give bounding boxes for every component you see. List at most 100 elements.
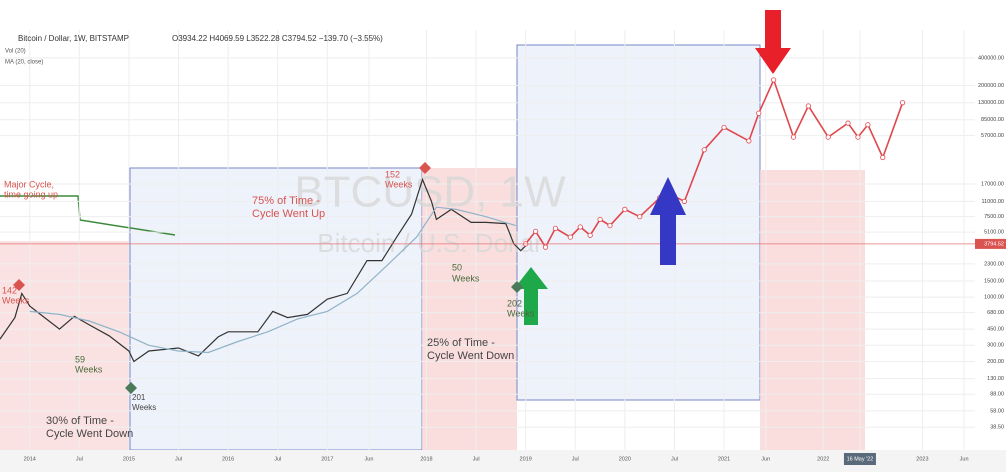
y-tick-label: 450.00: [987, 327, 1004, 333]
annotation: 152: [385, 169, 400, 179]
annotation: 202: [507, 298, 522, 308]
projection-point: [865, 122, 871, 128]
range-box: [422, 168, 517, 450]
x-tick-label: Jul: [572, 456, 579, 462]
projection-point: [880, 154, 886, 161]
projection-point: [771, 77, 777, 83]
annotation: Weeks: [385, 179, 413, 189]
x-tick-label: 2019: [520, 456, 532, 462]
range-box: [516, 44, 761, 401]
annotation: time going up: [4, 189, 58, 199]
time-axis: [0, 450, 1006, 472]
symbol-title: Bitcoin / Dollar, 1W, BITSTAMP: [18, 34, 129, 43]
annotation: 201: [132, 393, 146, 402]
x-tick-label: Jul: [473, 456, 480, 462]
x-tick-label: Jun: [960, 456, 969, 462]
y-tick-label: 400000.00: [978, 55, 1004, 61]
x-tick-label: 2017: [321, 456, 333, 462]
header: Bitcoin / Dollar, 1W, BITSTAMP O3934.22 …: [5, 34, 383, 65]
x-tick-label: 2020: [619, 456, 631, 462]
watermark: Bitcoin / U.S. Dollar: [317, 228, 543, 258]
x-tick-highlight: [843, 453, 876, 465]
projection-point: [805, 103, 811, 109]
y-tick-label: 2300.00: [984, 261, 1004, 267]
grid-layer: [0, 30, 975, 450]
projection-point: [597, 216, 603, 223]
y-tick-label: 130.00: [987, 376, 1004, 382]
projection-point: [855, 134, 861, 140]
x-tick-label: 16 May '22: [847, 456, 874, 462]
annotation: 75% of Time -: [252, 195, 320, 207]
projection-point: [721, 124, 727, 131]
range-box: [760, 170, 865, 450]
blue-arrow: [650, 177, 686, 265]
projection-point: [681, 198, 687, 204]
green-arrow: [514, 267, 548, 325]
y-tick-label: 1500.00: [984, 278, 1004, 284]
annotation: Weeks: [75, 364, 103, 374]
x-tick-label: Jul: [274, 456, 281, 462]
annotation: 25% of Time -: [427, 337, 495, 349]
projection-point: [825, 134, 831, 140]
peak-marker: [419, 162, 431, 174]
series-line: [0, 177, 529, 363]
annotation: Weeks: [507, 308, 535, 318]
y-tick-label: 57000.00: [981, 133, 1004, 139]
projection-point: [899, 100, 906, 106]
x-tick-label: Jun: [365, 456, 374, 462]
marks-layer: BTCUSD, 1W Bitcoin / U.S. Dollar: [0, 77, 975, 363]
projection-point: [746, 138, 752, 144]
annotation: Cycle Went Down: [427, 350, 514, 362]
projection-point: [542, 244, 549, 250]
ohlc: O3934.22 H4069.59 L3522.28 C3794.52 −139…: [172, 34, 383, 43]
x-tick-label: 2016: [222, 456, 234, 462]
x-tick-label: 2021: [718, 456, 730, 462]
projection-point: [622, 206, 628, 212]
projection-point: [533, 228, 539, 234]
x-tick-label: Jul: [76, 456, 83, 462]
annotation: Weeks: [2, 295, 30, 305]
annotation: 30% of Time -: [46, 415, 114, 427]
y-tick-label: 7500.00: [984, 214, 1004, 220]
y-tick-label: 1000.00: [984, 295, 1004, 301]
projection-point: [577, 224, 583, 230]
projection-point: [637, 214, 643, 220]
y-tick-label: 58.00: [990, 408, 1004, 414]
annotation: Weeks: [132, 403, 156, 412]
x-tick-label: 2014: [24, 456, 36, 462]
y-tick-label: 680.00: [987, 310, 1004, 316]
projection-point: [845, 120, 851, 126]
annotation: 50: [452, 262, 462, 272]
y-tick-label: 11000.00: [981, 199, 1004, 205]
annotation: Weeks: [452, 273, 480, 283]
x-tick-label: 2018: [420, 456, 432, 462]
peak-marker: [13, 279, 25, 291]
series-line: [525, 77, 904, 249]
y-tick-label: 130000.00: [978, 100, 1004, 106]
y-tick-label: 38.50: [990, 425, 1004, 431]
projection-point: [790, 134, 797, 140]
bottom-marker: [511, 281, 523, 293]
y-tick-label: 200.00: [987, 359, 1004, 365]
annotation: Cycle Went Up: [252, 208, 325, 220]
x-tick-label: 2022: [817, 456, 829, 462]
projection-point: [756, 110, 762, 116]
watermark: BTCUSD, 1W: [294, 168, 566, 217]
x-tick-label: Jul: [671, 456, 678, 462]
y-tick-label: 5100.00: [984, 230, 1004, 236]
projection-point: [567, 234, 573, 240]
projection-point: [587, 232, 593, 238]
x-tick-label: 2015: [123, 456, 135, 462]
overlay: [13, 10, 791, 394]
projection-point: [701, 147, 707, 153]
indicator: Vol (20): [5, 49, 26, 55]
series-line: [29, 206, 516, 354]
indicator: MA (20, close): [5, 60, 43, 66]
projection-point: [552, 225, 559, 231]
y-tick-label: 300.00: [987, 343, 1004, 349]
projection-point: [607, 222, 613, 229]
annotation: 59: [75, 354, 85, 364]
red-arrow: [755, 10, 791, 74]
